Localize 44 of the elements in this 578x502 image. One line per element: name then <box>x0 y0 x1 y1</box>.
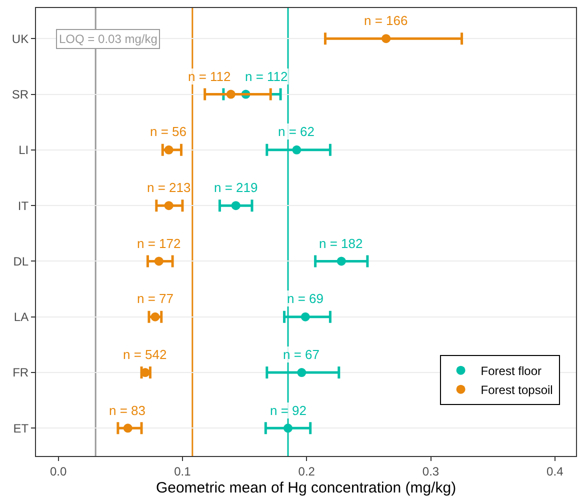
annotation: n = 92 <box>270 403 307 418</box>
x-tick-label: 0.4 <box>546 464 564 478</box>
annotation: n = 219 <box>214 180 258 195</box>
y-tick-label: LI <box>18 143 29 158</box>
point <box>336 256 346 266</box>
y-tick-label: UK <box>12 32 29 46</box>
annotation: n = 182 <box>319 236 363 251</box>
point <box>164 201 174 210</box>
ref-line-label: LOQ = 0.03 mg/kg <box>59 32 158 46</box>
x-tick-label: 0.3 <box>422 464 440 478</box>
legend-label: Forest floor <box>480 364 542 378</box>
y-tick-label: DL <box>13 254 29 268</box>
y-tick-label: LA <box>14 310 29 324</box>
point <box>123 424 132 433</box>
x-tick-label: 0.0 <box>50 464 68 478</box>
annotation: n = 213 <box>147 180 191 195</box>
y-tick-label: FR <box>12 366 29 380</box>
annotation: n = 83 <box>109 403 146 418</box>
point <box>300 312 310 322</box>
point <box>292 145 302 154</box>
annotation: n = 112 <box>245 69 288 84</box>
annotation: n = 542 <box>123 347 167 362</box>
annotation: n = 56 <box>150 124 187 139</box>
point <box>382 34 391 44</box>
point <box>297 368 306 378</box>
annotation: n = 62 <box>278 124 315 139</box>
annotation: n = 112 <box>188 69 231 84</box>
x-tick-label: 0.2 <box>298 464 316 478</box>
x-tick-label: 0.1 <box>174 464 192 478</box>
annotation: n = 77 <box>137 291 174 306</box>
legend-label: Forest topsoil <box>480 383 553 398</box>
point <box>226 90 236 99</box>
y-tick-label: SR <box>12 87 29 102</box>
y-tick-label: ET <box>13 421 30 436</box>
point <box>154 256 164 266</box>
y-tick-label: IT <box>18 198 30 213</box>
annotation: n = 172 <box>137 236 181 251</box>
annotation: n = 67 <box>283 347 320 362</box>
x-axis-title: Geometric mean of Hg concentration (mg/kg) <box>156 479 456 496</box>
annotation: n = 69 <box>287 291 324 306</box>
point <box>164 145 174 154</box>
point <box>231 201 240 210</box>
annotation: n = 166 <box>364 13 408 28</box>
point <box>284 424 292 433</box>
